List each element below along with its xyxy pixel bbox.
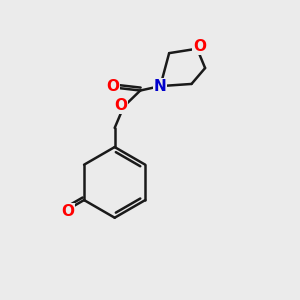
Text: O: O <box>107 79 120 94</box>
Text: N: N <box>154 79 167 94</box>
Text: O: O <box>193 39 206 54</box>
Text: O: O <box>61 204 74 219</box>
Text: O: O <box>115 98 128 113</box>
